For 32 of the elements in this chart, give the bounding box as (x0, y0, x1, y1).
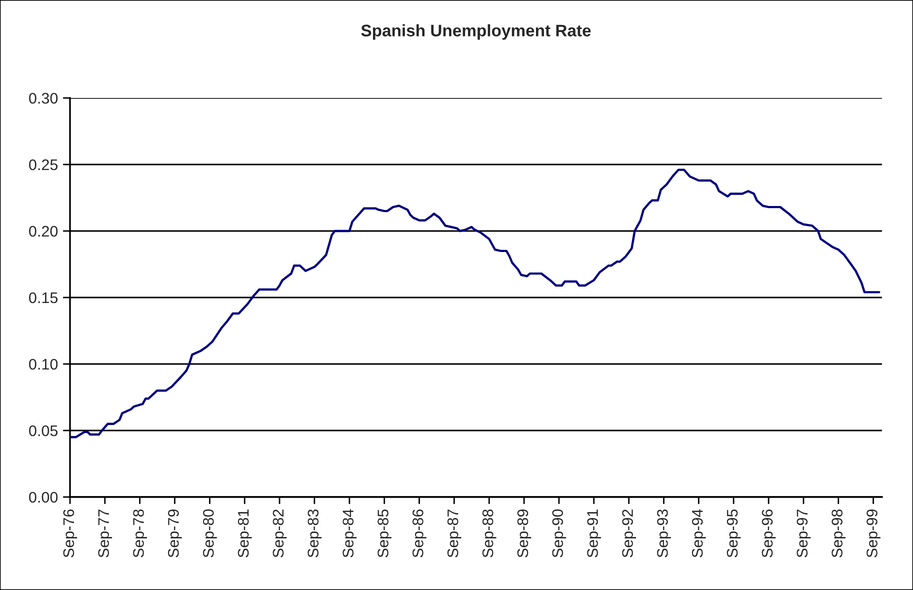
x-tick-label: Sep-82 (272, 510, 287, 558)
x-tick-label: Sep-76 (63, 509, 78, 558)
y-tick-label: 0.15 (29, 292, 58, 304)
y-tick-label: 0.00 (29, 492, 58, 503)
x-tick-label: Sep-92 (622, 510, 636, 558)
x-tick-label: Sep-89 (517, 510, 532, 558)
y-tick-label: 0.20 (29, 226, 58, 237)
y-tick-label: 0.25 (29, 159, 58, 170)
x-tick-label: Sep-81 (238, 510, 252, 558)
x-tick-label: Sep-77 (98, 510, 112, 558)
chart-title: Spanish Unemployment Rate (361, 24, 591, 40)
x-tick-label: Sep-99 (866, 510, 880, 558)
x-tick-label: Sep-86 (412, 509, 426, 558)
y-tick-label: 0.30 (29, 92, 58, 104)
x-tick-label: Sep-85 (378, 509, 392, 558)
x-tick-label: Sep-90 (552, 509, 566, 558)
x-tick-label: Sep-78 (133, 509, 147, 558)
x-tick-label: Sep-84 (342, 509, 357, 558)
x-tick-label: Sep-83 (308, 509, 322, 558)
x-tick-label: Sep-91 (587, 510, 601, 558)
x-tick-label: Sep-80 (203, 509, 217, 558)
x-tick-label: Sep-88 (482, 509, 496, 558)
y-tick-label: 0.10 (29, 358, 58, 370)
x-tick-label: Sep-79 (168, 510, 182, 558)
y-tick-label: 0.05 (29, 425, 58, 436)
x-tick-label: Sep-94 (692, 509, 706, 558)
x-tick-label: Sep-93 (657, 509, 671, 558)
x-tick-label: Sep-87 (447, 510, 462, 558)
x-tick-label: Sep-96 (762, 509, 776, 558)
x-tick-label: Sep-97 (796, 510, 811, 558)
x-tick-label: Sep-95 (726, 509, 741, 558)
x-tick-label: Sep-98 (832, 509, 846, 558)
